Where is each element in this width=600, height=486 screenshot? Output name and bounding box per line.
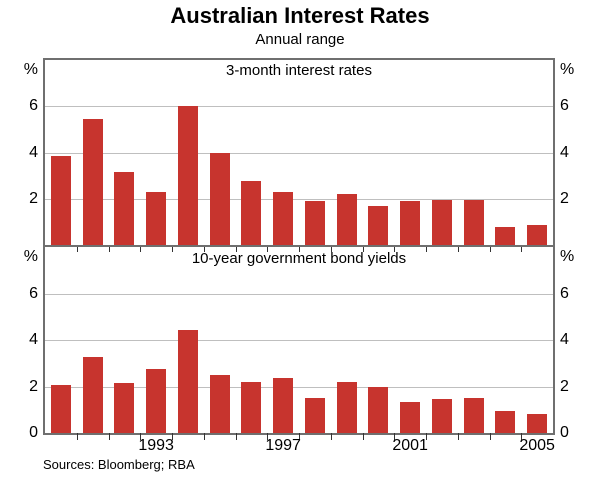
x-tick: [76, 247, 78, 252]
plot-area: [43, 58, 555, 440]
gridline-4pct: [45, 340, 553, 341]
y-axis-unit-right: %: [560, 61, 575, 78]
y-axis-unit-left: %: [23, 248, 38, 265]
x-tick-label-1993: 1993: [138, 437, 174, 454]
bar-1993: [146, 191, 167, 245]
y-tick-label-4: 4: [560, 143, 569, 161]
x-tick: [457, 433, 459, 440]
y-tick-label-0: 0: [560, 424, 569, 441]
bar-1991: [82, 118, 103, 245]
bar-2003: [463, 398, 484, 433]
y-tick-label-2: 2: [560, 377, 569, 395]
x-tick: [235, 247, 237, 252]
x-tick-label-2005: 2005: [519, 437, 555, 454]
x-tick: [521, 433, 523, 440]
x-tick-label-2001: 2001: [392, 437, 428, 454]
x-tick: [108, 247, 110, 252]
bar-1991: [82, 357, 103, 433]
x-tick: [489, 247, 491, 252]
x-tick: [140, 247, 142, 252]
y-axis-unit-left: %: [23, 61, 38, 78]
y-tick-label-2: 2: [29, 377, 38, 395]
bar-1990: [50, 385, 71, 433]
y-tick-label-4: 4: [29, 331, 38, 348]
bar-2003: [463, 199, 484, 245]
x-tick: [267, 433, 269, 440]
bar-1996: [241, 181, 262, 245]
x-tick: [489, 433, 491, 440]
x-tick: [172, 433, 173, 440]
y-tick-label-2: 2: [29, 189, 38, 207]
y-axis-unit-right: %: [560, 248, 575, 265]
gridline-2pct: [45, 198, 553, 200]
bar-2005: [527, 414, 548, 433]
bar-1994: [177, 329, 198, 433]
x-tick: [76, 433, 78, 440]
y-tick-label-4: 4: [560, 331, 569, 348]
y-tick-label-6: 6: [29, 97, 38, 115]
x-tick: [394, 433, 396, 440]
x-tick: [521, 247, 523, 252]
x-tick: [172, 247, 173, 252]
x-tick: [108, 433, 110, 440]
gridline-6pct: [45, 106, 553, 108]
x-tick: [299, 433, 300, 440]
y-tick-label-6: 6: [29, 284, 38, 302]
sources-note: Sources: Bloomberg; RBA: [43, 457, 195, 472]
bar-2004: [495, 226, 516, 245]
x-tick: [362, 247, 364, 252]
x-tick: [267, 247, 269, 252]
bar-2002: [431, 199, 452, 245]
y-tick-label-6: 6: [560, 97, 569, 115]
bar-1999: [336, 381, 357, 433]
bar-1995: [209, 152, 230, 245]
bar-2005: [527, 225, 548, 245]
x-tick: [426, 433, 427, 440]
bar-1999: [336, 194, 357, 245]
panel-divider: [45, 245, 553, 247]
bar-2004: [495, 410, 516, 433]
y-tick-label-0: 0: [29, 424, 38, 441]
bar-2001: [400, 201, 421, 245]
x-tick: [203, 247, 205, 252]
gridline-4pct: [45, 152, 553, 154]
bar-2000: [368, 205, 389, 245]
bar-1998: [304, 201, 325, 245]
bar-1998: [304, 398, 325, 433]
bottom-panel-title: 10-year government bond yields: [191, 250, 407, 267]
x-tick: [457, 247, 459, 252]
bar-1997: [273, 378, 294, 433]
bar-1992: [114, 172, 135, 245]
x-tick: [235, 433, 237, 440]
bar-2001: [400, 401, 421, 433]
x-tick: [330, 247, 332, 252]
gridline-6pct: [45, 293, 553, 295]
y-tick-label-4: 4: [29, 143, 38, 161]
x-tick: [426, 247, 427, 252]
chart-title: Australian Interest Rates: [170, 3, 430, 28]
bar-2002: [431, 399, 452, 433]
x-tick: [394, 247, 396, 252]
x-tick-label-1997: 1997: [265, 437, 301, 454]
y-tick-label-2: 2: [560, 189, 569, 207]
bar-2000: [368, 386, 389, 433]
x-tick: [299, 247, 300, 252]
bar-1990: [50, 155, 71, 245]
bar-1997: [273, 191, 294, 245]
bar-1992: [114, 383, 135, 433]
x-tick: [203, 433, 205, 440]
bar-1993: [146, 369, 167, 433]
x-tick: [140, 433, 142, 440]
x-tick: [362, 433, 364, 440]
gridline-2pct: [45, 386, 553, 388]
top-panel-title: 3-month interest rates: [226, 62, 372, 79]
bar-1994: [177, 106, 198, 245]
bar-1996: [241, 381, 262, 433]
bar-1995: [209, 374, 230, 433]
x-tick: [330, 433, 332, 440]
y-tick-label-6: 6: [560, 284, 569, 302]
chart-subtitle: Annual range: [255, 31, 345, 48]
